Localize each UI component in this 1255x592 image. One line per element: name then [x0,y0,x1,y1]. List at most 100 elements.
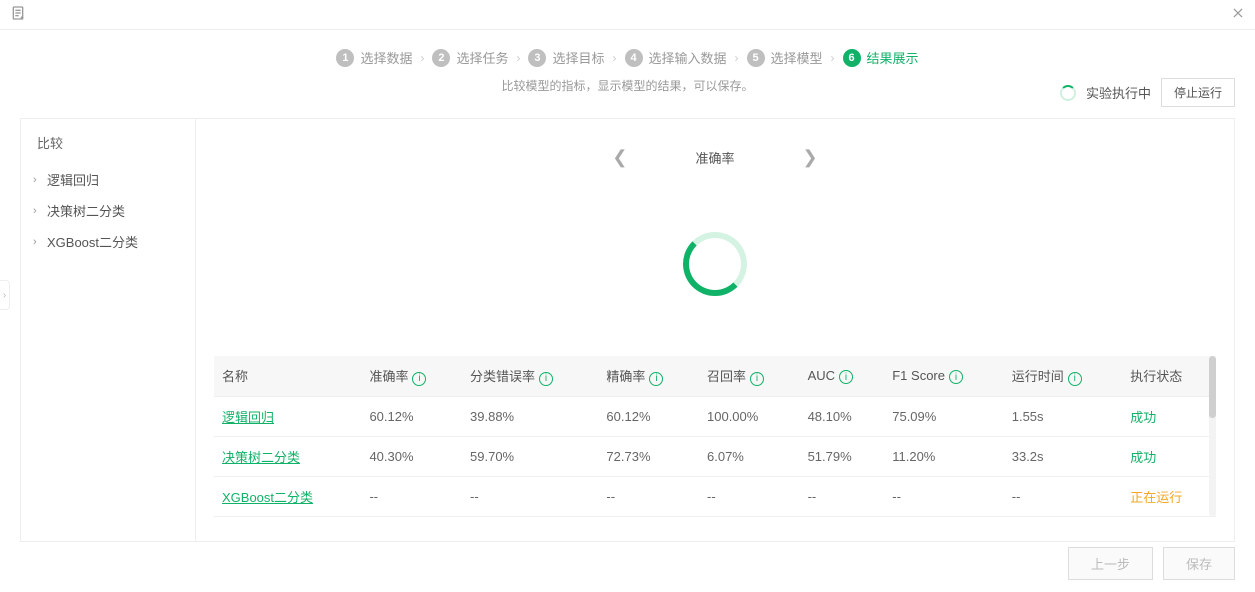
table-cell: 33.2s [1004,436,1122,476]
table-cell: -- [361,476,462,516]
info-icon[interactable]: i [949,370,963,384]
sidebar-item-label: 逻辑回归 [47,170,99,189]
chevron-right-icon: › [831,51,835,65]
model-link[interactable]: 决策树二分类 [222,450,300,465]
sidebar-item[interactable]: › XGBoost二分类 [31,226,185,257]
table-scrollbar[interactable] [1209,356,1216,517]
sidebar-item-label: XGBoost二分类 [47,232,138,251]
table-row: 决策树二分类40.30%59.70%72.73%6.07%51.79%11.20… [214,436,1216,476]
table-header-cell: 执行状态 [1122,356,1216,396]
table-header-label: 召回率 [707,369,746,384]
step-label: 选择模型 [771,48,823,67]
wizard-step[interactable]: 3选择目标 [528,48,604,67]
content-panel: 比较 › 逻辑回归 › 决策树二分类 › XGBoost二分类 ❮ 准确率 ❯ 名称 准确率… [20,118,1235,542]
run-status-label: 实验执行中 [1086,83,1151,102]
table-header-cell: 分类错误率 i [462,356,598,396]
loading-area [196,232,1234,296]
chevron-right-icon: › [420,51,424,65]
table-header-label: 精确率 [606,369,645,384]
table-header-label: 分类错误率 [470,369,535,384]
info-icon[interactable]: i [1068,372,1082,386]
results-table: 名称 准确率 i 分类错误率 i 精确率 i 召回率 i AUC i F1 Score i 运行时间 i 执行… [214,356,1216,517]
table-scrollbar-thumb[interactable] [1209,356,1216,418]
info-icon[interactable]: i [649,372,663,386]
wizard-step[interactable]: 1选择数据 [336,48,412,67]
info-icon[interactable]: i [539,372,553,386]
close-icon[interactable] [1231,6,1245,23]
table-header-label: AUC [808,368,835,383]
table-cell: 11.20% [884,436,1004,476]
sidebar-toggle[interactable]: › [0,280,10,310]
wizard-step[interactable]: 5 选择模型 [747,48,823,67]
table-header-cell: 精确率 i [598,356,699,396]
step-label: 选择目标 [552,48,604,67]
step-label: 选择任务 [456,48,508,67]
table-header-cell: 运行时间 i [1004,356,1122,396]
table-header-label: 运行时间 [1012,369,1064,384]
save-button[interactable]: 保存 [1163,547,1235,580]
metric-prev-icon[interactable]: ❮ [604,143,635,172]
info-icon[interactable]: i [412,372,426,386]
table-cell: 决策树二分类 [214,436,361,476]
wizard-step[interactable]: 2 选择任务 [432,48,508,67]
wizard-step[interactable]: 4选择输入数据 [625,48,727,67]
table-cell: -- [462,476,598,516]
table-row: XGBoost二分类--------------正在运行 [214,476,1216,516]
table-cell: -- [884,476,1004,516]
info-icon[interactable]: i [839,370,853,384]
table-cell: 39.88% [462,396,598,436]
stop-run-button[interactable]: 停止运行 [1161,78,1235,107]
run-status-bar: 实验执行中 停止运行 [1060,78,1235,107]
results-table-wrap: 名称 准确率 i 分类错误率 i 精确率 i 召回率 i AUC i F1 Score i 运行时间 i 执行… [214,356,1216,517]
chevron-right-icon: › [33,205,43,217]
table-cell: -- [598,476,699,516]
metric-next-icon[interactable]: ❯ [795,143,826,172]
table-header-label: 名称 [222,369,248,384]
step-badge: 6 [843,49,861,67]
main-panel: ❮ 准确率 ❯ 名称 准确率 i 分类错误率 i 精确率 i 召回率 i AUC i F1 Score… [196,119,1234,541]
wizard-steps: 1选择数据›2选择任务›3选择目标›4选择输入数据›5选择模型›6结果展示 [336,48,918,67]
step-badge: 5 [747,49,765,67]
sidebar: 比较 › 逻辑回归 › 决策树二分类 › XGBoost二分类 [21,119,196,541]
table-cell: 75.09% [884,396,1004,436]
info-icon[interactable]: i [750,372,764,386]
spinner-icon [1060,85,1076,101]
table-cell: 100.00% [699,396,800,436]
sidebar-tree: › 逻辑回归 › 决策树二分类 › XGBoost二分类 [31,164,185,257]
table-cell: XGBoost二分类 [214,476,361,516]
model-link[interactable]: XGBoost二分类 [222,490,313,505]
table-cell: 1.55s [1004,396,1122,436]
table-header-cell: 召回率 i [699,356,800,396]
table-cell: 59.70% [462,436,598,476]
step-badge: 2 [432,49,450,67]
step-label: 结果展示 [867,48,919,67]
step-badge: 1 [336,49,354,67]
table-header-label: F1 Score [892,368,945,383]
title-bar [0,0,1255,30]
sidebar-item-label: 决策树二分类 [47,201,125,220]
table-cell: 60.12% [598,396,699,436]
table-header-cell: F1 Score i [884,356,1004,396]
status-cell: 正在运行 [1122,476,1216,516]
chevron-right-icon: › [33,174,43,186]
prev-step-button[interactable]: 上一步 [1068,547,1153,580]
table-header-label: 执行状态 [1130,369,1182,384]
model-link[interactable]: 逻辑回归 [222,410,274,425]
table-cell: 51.79% [800,436,885,476]
table-cell: -- [1004,476,1122,516]
sidebar-item[interactable]: › 逻辑回归 [31,164,185,195]
chevron-right-icon: › [33,236,43,248]
table-cell: 60.12% [361,396,462,436]
table-cell: 逻辑回归 [214,396,361,436]
table-header-label: 准确率 [369,369,408,384]
table-cell: -- [699,476,800,516]
table-cell: 40.30% [361,436,462,476]
sidebar-title: 比较 [31,133,185,152]
chevron-right-icon: › [613,51,617,65]
status-cell: 成功 [1122,396,1216,436]
table-cell: 48.10% [800,396,885,436]
sidebar-item[interactable]: › 决策树二分类 [31,195,185,226]
wizard-step[interactable]: 6 结果展示 [843,48,919,67]
table-cell: 72.73% [598,436,699,476]
table-cell: -- [800,476,885,516]
